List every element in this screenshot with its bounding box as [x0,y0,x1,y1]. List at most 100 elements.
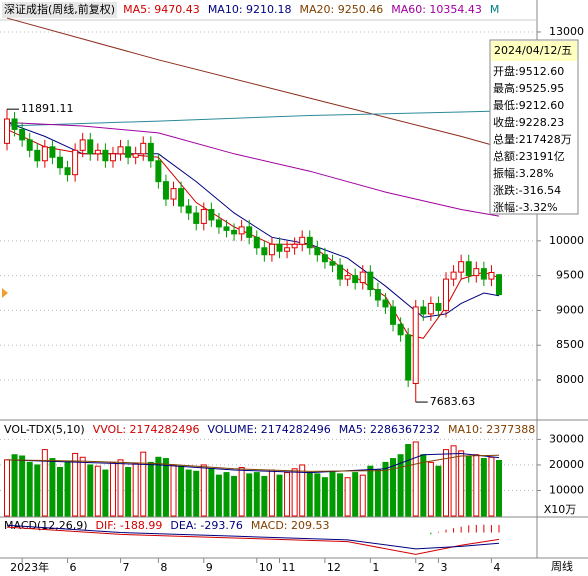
volume-bar [193,470,200,517]
volume-bar [420,454,427,517]
candle-body [496,274,502,296]
candle-body [420,306,427,315]
candle-body [178,188,185,207]
info-box [489,39,579,215]
header-text: MA10: 2377388 [448,423,535,436]
annotation: 11891.11 [21,102,74,115]
candle-body [4,118,10,144]
y-tick-label: 8500 [556,338,584,351]
info-line: 总额:23191亿 [493,149,565,163]
header-text: DIF: -188.99 [96,519,163,532]
volume-bar [215,474,222,517]
candle-body [443,278,450,311]
volume-bar [26,461,33,517]
header-text: MA60: 10354.43 [391,3,482,16]
volume-bar [117,459,124,517]
volume-bar [329,470,336,517]
volume-bar [178,465,185,517]
candle-body [109,153,116,162]
x-tick-label: 1 [372,561,379,574]
x-tick-label: 9 [206,561,213,574]
x-tick-label: 2023年 [10,560,49,574]
candle-body [200,208,207,224]
info-line: 总量:217428万 [493,132,572,146]
volume-bar [412,441,419,517]
candle-body [94,149,101,155]
candle-body [450,271,457,280]
info-line: 最高:9525.95 [493,81,564,95]
candle-body [253,236,260,249]
volume-bar [200,464,207,517]
info-title-bg [491,41,577,61]
volume-bar [397,454,404,517]
header-text: VVOL: 2174282496 [93,423,200,436]
line [6,17,537,158]
y-tick-label: 30000 [549,432,584,445]
volume-bar [314,473,321,517]
header-text: MA20: 9250.46 [300,3,384,16]
candle-body [337,264,344,280]
volume-bar [299,464,306,517]
volume-bar [19,455,26,517]
candle-body [11,118,18,130]
candle-body [155,160,162,183]
candle-body [480,268,487,280]
candle-body [185,205,192,214]
volume-bar [41,449,48,517]
candle-body [79,139,86,151]
volume-bar [405,444,412,517]
candle-body [162,181,169,200]
x-tick-label: 6 [70,561,77,574]
candle-body [117,146,124,155]
volume-bar [321,477,328,517]
volume-bar [488,456,495,517]
header-text: MA5: 2286367232 [339,423,440,436]
candle-body [276,243,283,252]
candle-body [231,229,238,235]
chart-title: 深证成指(周线,前复权) [4,2,115,16]
y-tick-label: 10000 [549,234,584,247]
volume-bar [223,472,230,517]
candle-body [374,289,381,301]
candle-body [268,243,275,256]
volume-bar [443,449,450,517]
candle-body [261,247,268,256]
candle-body [238,226,245,235]
candle-body [170,188,177,200]
info-line: 最低:9212.60 [493,99,564,112]
x-tick-label: 8 [160,561,167,574]
header-text: M [490,3,500,16]
candle-body [284,247,291,252]
marker [2,288,8,298]
x-tick-label: 2 [418,561,425,574]
volume-bar [261,475,268,517]
volume-bar [450,445,457,517]
volume-bar [284,472,291,517]
candle-body [72,149,79,176]
y-tick-label: 13000 [549,25,584,38]
volume-bar [382,461,389,517]
candle-body [488,272,495,280]
header-text: MA5: 9470.43 [123,3,200,16]
volume-bar [56,466,63,517]
candle-body [208,208,215,221]
volume-bar [49,458,56,517]
volume-bar [344,477,351,517]
volume-bar [352,472,359,517]
candle-body [246,226,253,238]
volume-bar [276,474,283,517]
candle-body [41,146,48,162]
candle-body [26,139,33,151]
volume-bar [427,461,434,517]
candle-body [314,247,321,256]
line [6,109,537,127]
candle-body [458,261,465,273]
volume-bar [253,472,260,517]
y-tick-label: 10000 [549,483,584,496]
volume-bar [140,451,147,517]
candle-body [397,323,404,336]
candle-body [306,236,313,249]
volume-bar [125,466,132,517]
candle-body [390,306,397,325]
